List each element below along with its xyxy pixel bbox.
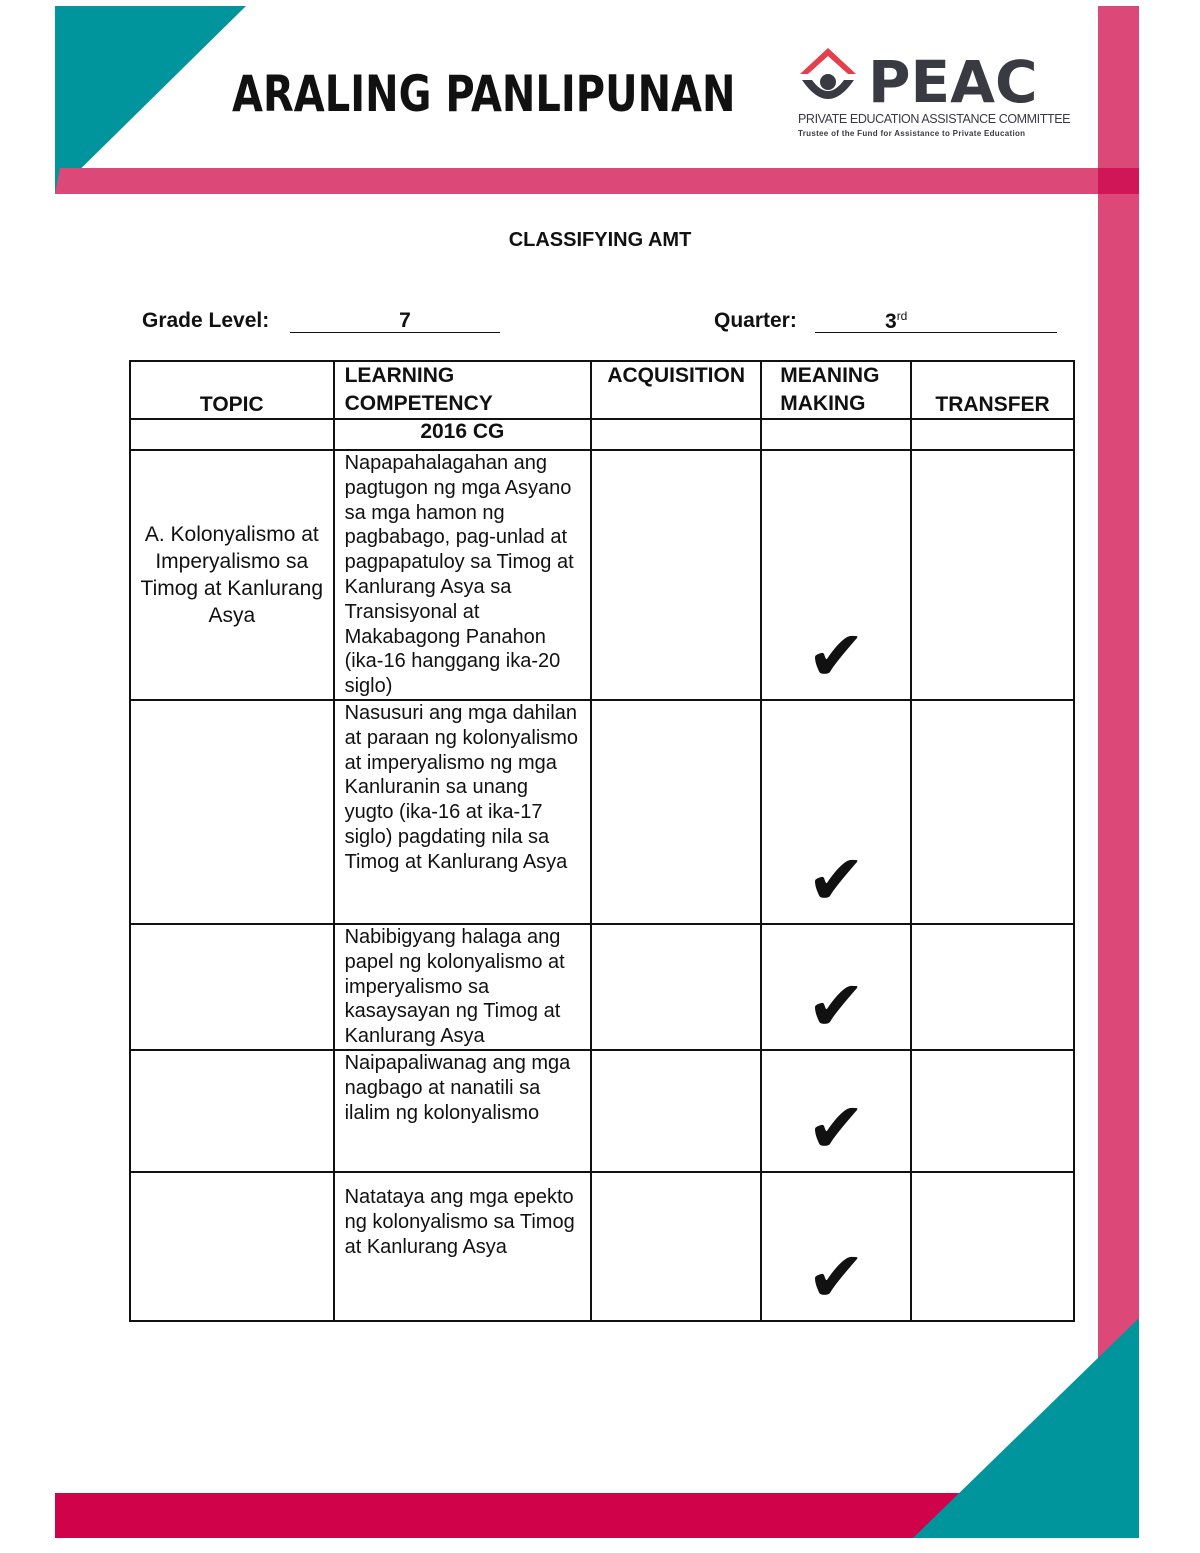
teal-corner-bottom <box>913 1318 1139 1538</box>
peac-logo-text: PEAC <box>868 48 1038 116</box>
header-title: ARALING PANLIPUNAN <box>232 65 736 123</box>
table-row: A. Kolonyalismo at Imperyalismo sa Timog… <box>129 449 1075 701</box>
crimson-footer-bar <box>55 1493 975 1538</box>
document-title: CLASSIFYING AMT <box>508 229 692 251</box>
table-row: Nasusuri ang mga dahilan at paraan ng ko… <box>129 698 1075 925</box>
amt-table: TOPIC LEARNING COMPETENCY ACQUISITION ME… <box>129 360 1075 1322</box>
competency-cell: Naipapaliwanag ang mga nagbago at nanati… <box>332 1048 593 1173</box>
check-icon: ✔ <box>760 1048 913 1173</box>
peac-logo-subtitle: PRIVATE EDUCATION ASSISTANCE COMMITTEE <box>798 112 1071 126</box>
subheader-2016-cg: 2016 CG <box>332 418 593 451</box>
grade-level-value: 7 <box>290 309 500 333</box>
peac-logo-tagline: Trustee of the Fund for Assistance to Pr… <box>798 129 1026 138</box>
competency-cell: Napapahalagahan ang pagtugon ng mga Asya… <box>332 449 593 701</box>
topic-cell: A. Kolonyalismo at Imperyalismo sa Timog… <box>129 449 335 701</box>
header-learning-competency: LEARNING COMPETENCY <box>332 360 593 420</box>
check-icon: ✔ <box>760 1170 913 1322</box>
check-icon: ✔ <box>760 449 913 701</box>
competency-cell: Nabibigyang halaga ang papel ng kolonyal… <box>332 922 593 1051</box>
check-icon: ✔ <box>760 698 913 925</box>
grade-level-label: Grade Level: <box>142 309 270 332</box>
teal-corner-top <box>55 6 246 194</box>
table-row: Nabibigyang halaga ang papel ng kolonyal… <box>129 922 1075 1051</box>
competency-cell: Natataya ang mga epekto ng kolonyalismo … <box>332 1170 593 1322</box>
table-header-row: TOPIC LEARNING COMPETENCY ACQUISITION ME… <box>129 360 1075 420</box>
header-topic: TOPIC <box>129 360 335 420</box>
grade-value: 7 <box>399 309 411 332</box>
teal-corner-top-cover <box>55 168 60 194</box>
quarter-value: 3rd <box>815 309 1057 333</box>
pink-header-band <box>55 168 1139 194</box>
header-meaning-making: MEANING MAKING <box>760 360 913 420</box>
table-row: Natataya ang mga epekto ng kolonyalismo … <box>129 1170 1075 1322</box>
header-acquisition: ACQUISITION <box>590 360 763 420</box>
quarter-suffix: rd <box>896 309 908 323</box>
table-subheader-row: 2016 CG <box>129 418 1075 451</box>
peac-logo-icon <box>800 48 856 99</box>
header-transfer: TRANSFER <box>910 360 1075 420</box>
check-icon: ✔ <box>760 922 913 1051</box>
competency-cell: Nasusuri ang mga dahilan at paraan ng ko… <box>332 698 593 925</box>
quarter-label: Quarter: <box>714 309 797 332</box>
quarter-number: 3 <box>885 310 897 333</box>
table-row: Naipapaliwanag ang mga nagbago at nanati… <box>129 1048 1075 1173</box>
pink-vertical-bar <box>1098 6 1139 1538</box>
